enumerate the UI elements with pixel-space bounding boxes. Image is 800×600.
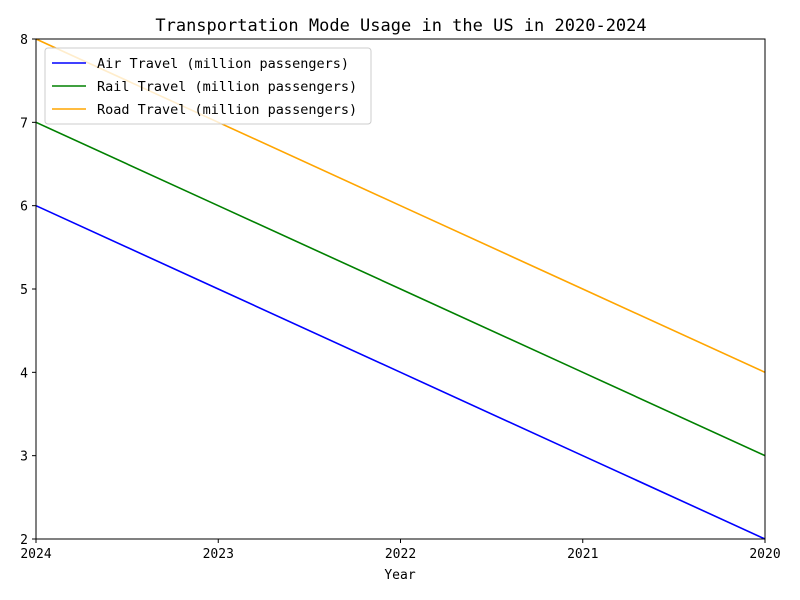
- y-axis: 2 3 4 5 6 7 8: [20, 33, 36, 548]
- x-tick-label: 2020: [749, 547, 780, 562]
- y-tick-label: 2: [20, 533, 28, 548]
- legend-label-2: Road Travel (million passengers): [97, 102, 357, 118]
- legend-box: [44, 47, 372, 125]
- x-tick-label: 2023: [203, 547, 234, 562]
- y-tick-label: 8: [20, 33, 28, 48]
- x-tick-label: 2022: [385, 547, 416, 562]
- chart-title: Transportation Mode Usage in the US in 2…: [155, 16, 646, 36]
- y-tick-label: 6: [20, 200, 28, 215]
- y-tick-label: 7: [20, 116, 28, 131]
- legend-label-0: Air Travel (million passengers): [97, 56, 349, 72]
- x-tick-label: 2024: [20, 547, 51, 562]
- y-tick-label: 4: [20, 366, 28, 381]
- x-axis-label: Year: [384, 568, 415, 583]
- legend-label-1: Rail Travel (million passengers): [97, 79, 357, 95]
- legend: Air Travel (million passengers) Rail Trav…: [44, 47, 372, 125]
- x-axis: 2024 2023 2022 2021 2020: [20, 539, 781, 562]
- x-tick-label: 2021: [567, 547, 598, 562]
- series-line-1: [35, 121, 766, 457]
- series-line-0: [35, 204, 766, 540]
- y-tick-label: 3: [20, 450, 28, 465]
- y-tick-label: 5: [20, 283, 28, 298]
